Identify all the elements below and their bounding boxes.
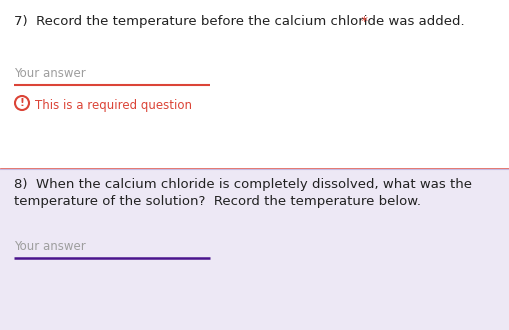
- Text: 7)  Record the temperature before the calcium chloride was added.: 7) Record the temperature before the cal…: [14, 15, 465, 28]
- Text: temperature of the solution?  Record the temperature below.: temperature of the solution? Record the …: [14, 195, 421, 208]
- Text: Your answer: Your answer: [14, 240, 86, 253]
- Text: *: *: [357, 15, 368, 28]
- Text: Your answer: Your answer: [14, 67, 86, 80]
- Text: This is a required question: This is a required question: [35, 99, 192, 112]
- Text: !: !: [19, 98, 24, 108]
- Bar: [0, 170, 509, 330]
- Text: 8)  When the calcium chloride is completely dissolved, what was the: 8) When the calcium chloride is complete…: [14, 178, 472, 191]
